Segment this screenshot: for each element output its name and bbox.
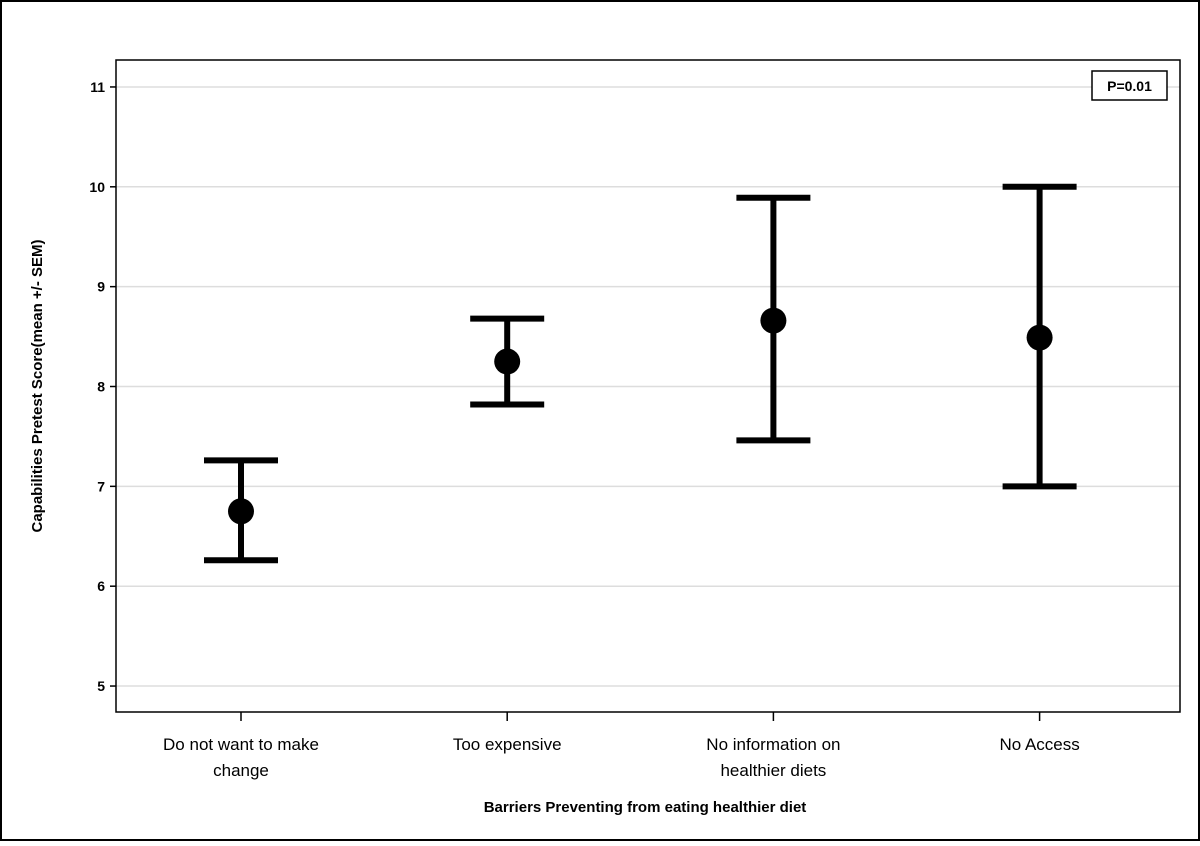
y-tick-label: 9: [97, 279, 105, 295]
p-value-annotation: P=0.01: [1107, 78, 1152, 94]
x-tick-label: healthier diets: [720, 761, 826, 780]
x-tick-label: Do not want to make: [163, 735, 319, 754]
y-tick-label: 5: [97, 678, 105, 694]
x-tick-label: change: [213, 761, 269, 780]
x-tick-label: Too expensive: [453, 735, 562, 754]
x-tick-label: No information on: [706, 735, 840, 754]
y-tick-label: 7: [97, 478, 105, 494]
y-axis-label: Capabilities Pretest Score(mean +/- SEM): [29, 239, 46, 532]
mean-point: [228, 498, 254, 525]
y-tick-label: 8: [97, 378, 105, 394]
mean-point: [1026, 324, 1053, 351]
x-tick-label: No Access: [999, 735, 1079, 754]
mean-point: [760, 307, 787, 334]
y-tick-label: 10: [89, 179, 105, 195]
x-axis-label: Barriers Preventing from eating healthie…: [484, 799, 807, 816]
y-tick-label: 11: [90, 79, 105, 95]
p-value-box: P=0.01: [1091, 70, 1168, 101]
mean-point: [494, 348, 521, 375]
y-tick-label: 6: [97, 578, 105, 594]
